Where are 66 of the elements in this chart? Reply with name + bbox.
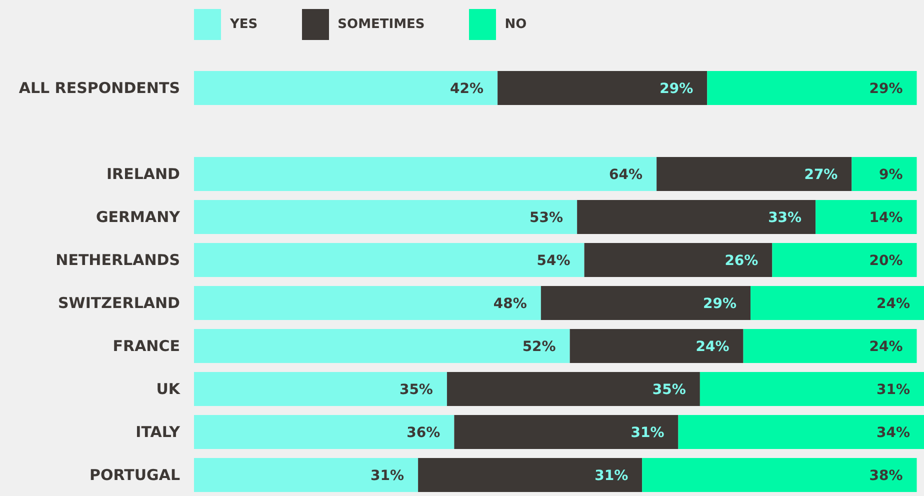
data-label: 35% bbox=[399, 382, 433, 398]
legend-label: NO bbox=[504, 17, 527, 32]
y-tick-label: UK bbox=[156, 380, 182, 398]
data-label: 48% bbox=[493, 296, 527, 312]
data-label: 24% bbox=[696, 339, 730, 355]
data-label: 52% bbox=[522, 339, 556, 355]
bar bbox=[772, 243, 917, 277]
bar bbox=[498, 71, 708, 105]
bar bbox=[852, 157, 917, 191]
data-label: 29% bbox=[869, 81, 903, 97]
data-label: 42% bbox=[450, 81, 484, 97]
y-tick-label: GERMANY bbox=[96, 208, 182, 226]
data-label: 24% bbox=[876, 296, 910, 312]
data-label: 24% bbox=[869, 339, 903, 355]
data-label: 31% bbox=[876, 382, 910, 398]
bar bbox=[194, 286, 541, 320]
data-label: 54% bbox=[536, 253, 570, 269]
bar bbox=[584, 243, 772, 277]
bar bbox=[194, 458, 418, 492]
bar bbox=[540, 286, 751, 320]
bar bbox=[194, 243, 584, 277]
data-label: 26% bbox=[724, 253, 758, 269]
bar bbox=[743, 329, 917, 363]
data-label: 36% bbox=[406, 425, 440, 441]
y-tick-label: NETHERLANDS bbox=[56, 250, 180, 269]
bar bbox=[570, 329, 744, 363]
data-label: 29% bbox=[703, 296, 737, 312]
data-label: 31% bbox=[594, 468, 628, 484]
bar bbox=[700, 372, 924, 406]
bar bbox=[194, 200, 578, 234]
bar bbox=[454, 415, 678, 449]
data-label: 34% bbox=[876, 425, 910, 441]
data-label: 31% bbox=[370, 468, 404, 484]
data-label: 14% bbox=[869, 210, 903, 226]
bar bbox=[194, 372, 447, 406]
y-tick-label: ALL RESPONDENTS bbox=[18, 78, 180, 97]
bar bbox=[446, 372, 700, 406]
bar bbox=[707, 71, 917, 105]
data-label: 9% bbox=[878, 167, 903, 183]
bar bbox=[194, 157, 657, 191]
y-tick-label: IRELAND bbox=[106, 164, 180, 183]
data-label: 38% bbox=[869, 468, 903, 484]
data-label: 29% bbox=[660, 81, 694, 97]
bar bbox=[656, 157, 852, 191]
y-tick-label: PORTUGAL bbox=[89, 466, 180, 484]
y-tick-label: ITALY bbox=[136, 422, 182, 441]
data-label: 64% bbox=[609, 167, 643, 183]
bar bbox=[577, 200, 816, 234]
bar bbox=[194, 71, 498, 105]
data-label: 33% bbox=[768, 210, 802, 226]
legend-label: YES bbox=[230, 17, 258, 32]
y-tick-label: FRANCE bbox=[112, 336, 180, 355]
bar bbox=[642, 458, 917, 492]
data-label: 20% bbox=[869, 253, 903, 269]
bar bbox=[816, 200, 917, 234]
bar bbox=[194, 329, 570, 363]
data-label: 27% bbox=[804, 167, 838, 183]
data-label: 35% bbox=[652, 382, 686, 398]
y-tick-label: SWITZERLAND bbox=[58, 294, 180, 312]
legend-label: SOMETIMES bbox=[338, 17, 425, 32]
bar bbox=[750, 286, 924, 320]
data-label: 53% bbox=[530, 210, 564, 226]
data-label: 31% bbox=[630, 425, 664, 441]
bar bbox=[678, 415, 924, 449]
bar bbox=[418, 458, 642, 492]
bar bbox=[194, 415, 454, 449]
